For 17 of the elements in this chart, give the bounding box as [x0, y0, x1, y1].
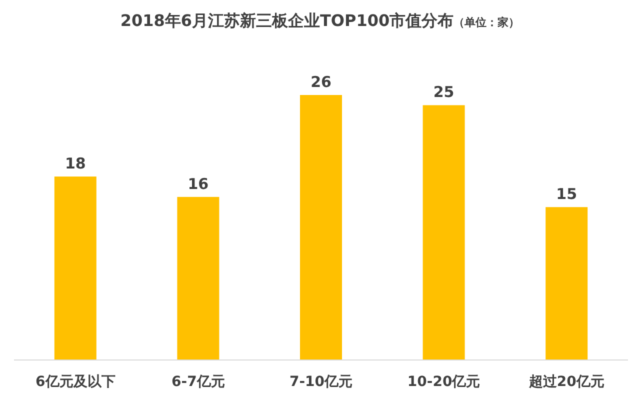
bar	[177, 196, 220, 360]
data-label: 25	[433, 83, 454, 102]
bar	[54, 176, 96, 360]
bar	[546, 207, 588, 360]
x-tick-label: 6-7亿元	[172, 374, 225, 390]
x-tick-label: 10-20亿元	[407, 374, 480, 390]
data-label: 26	[310, 73, 332, 91]
chart-subtitle: （单位：家）	[454, 16, 520, 29]
chart-title: 2018年6月江苏新三板企业TOP100市值分布	[120, 11, 454, 30]
x-tick-label: 7-10亿元	[289, 374, 353, 390]
x-tick-label: 6亿元及以下	[36, 374, 116, 390]
bar	[300, 95, 342, 360]
data-label: 15	[556, 185, 578, 204]
bar	[422, 105, 465, 360]
data-label: 16	[188, 174, 209, 193]
data-label: 18	[64, 154, 86, 173]
x-tick-label: 超过20亿元	[528, 374, 604, 390]
